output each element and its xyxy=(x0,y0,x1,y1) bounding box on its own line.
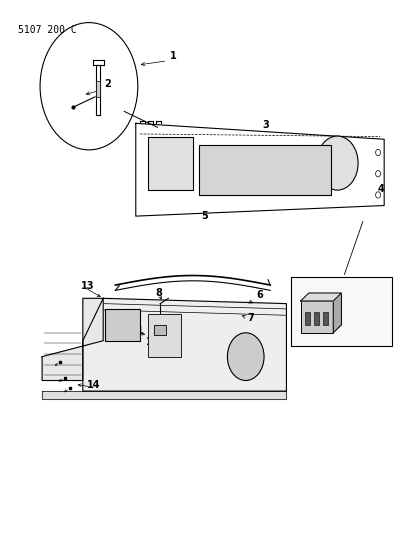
Text: 3: 3 xyxy=(261,119,268,130)
Polygon shape xyxy=(42,298,103,381)
Bar xyxy=(148,314,180,357)
Text: 15: 15 xyxy=(359,330,372,340)
Bar xyxy=(322,312,327,325)
Polygon shape xyxy=(300,293,341,301)
Polygon shape xyxy=(83,298,286,391)
Polygon shape xyxy=(42,391,286,399)
Bar xyxy=(96,81,100,97)
Bar xyxy=(105,309,139,341)
Text: 14: 14 xyxy=(87,381,100,391)
Text: 1: 1 xyxy=(170,51,177,61)
Text: 6: 6 xyxy=(255,290,262,300)
Text: 5: 5 xyxy=(200,211,207,221)
Text: 2: 2 xyxy=(104,79,110,90)
Polygon shape xyxy=(333,293,341,333)
Bar xyxy=(198,144,330,195)
Text: 10: 10 xyxy=(146,337,159,347)
Text: 13: 13 xyxy=(81,281,94,291)
Circle shape xyxy=(316,136,357,190)
Text: 9: 9 xyxy=(161,348,167,358)
Bar xyxy=(148,136,192,190)
Circle shape xyxy=(227,333,263,381)
Text: 12: 12 xyxy=(108,311,121,321)
Text: 7: 7 xyxy=(247,312,254,322)
Bar xyxy=(313,312,318,325)
Bar xyxy=(154,325,166,335)
Bar xyxy=(304,312,309,325)
Text: 8: 8 xyxy=(155,288,162,297)
Text: 4: 4 xyxy=(377,184,384,194)
Text: 5107 200 C: 5107 200 C xyxy=(18,25,76,35)
Bar xyxy=(290,277,391,346)
Bar xyxy=(300,301,333,333)
Text: 11: 11 xyxy=(130,326,144,336)
